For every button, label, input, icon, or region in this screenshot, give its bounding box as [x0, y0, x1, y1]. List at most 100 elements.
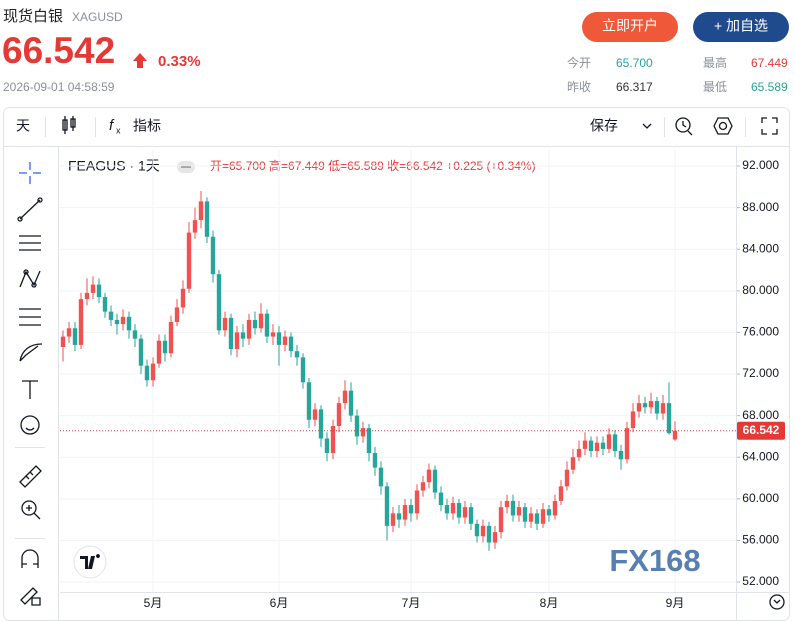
settings-button[interactable] [713, 117, 733, 135]
candle-body [156, 340, 162, 364]
stat-value: 67.449 [751, 56, 788, 70]
candle-body [204, 201, 210, 237]
candle-body [438, 492, 444, 506]
candle-body [198, 201, 204, 221]
stat-label: 昨收 [567, 80, 591, 94]
candle-body [252, 319, 258, 329]
grid [60, 150, 736, 592]
candle-body [390, 513, 396, 526]
candle-body [96, 284, 102, 298]
open-account-button[interactable] [582, 12, 678, 42]
candle-body [342, 390, 348, 404]
candle-body [234, 332, 240, 350]
candle-body [360, 428, 366, 437]
candle-body [510, 500, 516, 516]
candle-body [480, 525, 486, 537]
candle-body [426, 469, 432, 483]
stat-value: 66.317 [616, 80, 653, 94]
instrument-title: 现货白银 [3, 8, 63, 25]
candle-body [642, 403, 648, 408]
candle-body [654, 401, 660, 414]
candle-body [330, 426, 336, 454]
candle-body [120, 316, 126, 325]
candle-body [66, 328, 72, 337]
candle-body [420, 482, 426, 491]
candle-body [354, 415, 360, 437]
indicators-button[interactable]: 指标 [133, 118, 161, 134]
y-tick-label: 64.000 [742, 449, 779, 463]
candle-body [624, 428, 630, 460]
candle-body [60, 336, 66, 347]
watchlist-button[interactable] [693, 12, 789, 42]
candle-body [408, 505, 414, 514]
candle-body [336, 403, 342, 427]
tradingview-logo[interactable] [73, 545, 107, 579]
open-account-label[interactable]: 立即开户 [602, 18, 658, 34]
candle-body [168, 322, 174, 354]
candle-body [462, 507, 468, 518]
candle-body [558, 486, 564, 501]
candle-body [504, 500, 510, 508]
y-tick-label: 72.000 [742, 366, 779, 380]
candle-body [600, 442, 606, 449]
y-tick-label: 84.000 [742, 241, 779, 255]
candle-body [546, 509, 552, 516]
candle-body [300, 357, 306, 383]
interval-button[interactable]: 天 [16, 118, 30, 134]
candle-body [474, 523, 480, 537]
candle-body [246, 319, 252, 339]
y-tick-label: 92.000 [742, 158, 779, 172]
up-arrow [133, 53, 147, 68]
candle-body [216, 274, 222, 331]
candle-body [150, 363, 156, 381]
candle-body [498, 507, 504, 533]
last-price: 66.542 [2, 30, 115, 71]
candle-body [138, 338, 144, 366]
save-menu-chevron[interactable] [642, 123, 652, 129]
candle-body [126, 316, 132, 331]
drawing-tools[interactable] [17, 162, 43, 606]
y-tick-label: 80.000 [742, 283, 779, 297]
candle-body [372, 453, 378, 468]
fx-icon[interactable]: f [109, 117, 115, 134]
alert-button[interactable] [675, 117, 693, 136]
watchlist-label[interactable]: + 加自选 [714, 18, 768, 34]
watermark: FX168 [609, 543, 700, 578]
candle-body [582, 440, 588, 449]
candle-body [444, 505, 450, 514]
y-tick-label: 68.000 [742, 408, 779, 422]
candle-body [108, 311, 114, 320]
candle-body [348, 390, 354, 416]
chart-type-button[interactable] [62, 116, 76, 134]
candle-body [666, 403, 672, 434]
candle-body [312, 409, 318, 420]
candle-body [576, 448, 582, 458]
candle-body [588, 440, 594, 451]
candle-body [414, 490, 420, 514]
x-tick-label: 5月 [144, 596, 163, 610]
fullscreen-button[interactable] [761, 117, 778, 135]
y-tick-label: 88.000 [742, 200, 779, 214]
stat-value: 65.700 [616, 56, 653, 70]
y-tick-label: 52.000 [742, 574, 779, 588]
candle-body [258, 313, 264, 329]
candle-body [552, 500, 558, 516]
save-button[interactable]: 保存 [590, 118, 618, 134]
x-tick-label: 6月 [270, 596, 289, 610]
x-tick-label: 9月 [666, 596, 685, 610]
candle-body [618, 450, 624, 460]
candle-body [78, 299, 84, 345]
candle-body [162, 340, 168, 354]
fx-icon[interactable]: x [116, 125, 121, 135]
candle-body [144, 365, 150, 381]
candle-body [240, 332, 246, 339]
candle-body [264, 313, 270, 337]
y-tick-label: 60.000 [742, 491, 779, 505]
candle-body [174, 307, 180, 323]
candle-body [492, 532, 498, 543]
candle-body [228, 317, 234, 350]
candle-body [132, 330, 138, 339]
go-to-realtime[interactable] [769, 594, 785, 610]
price-label: 66.542 [743, 423, 780, 437]
